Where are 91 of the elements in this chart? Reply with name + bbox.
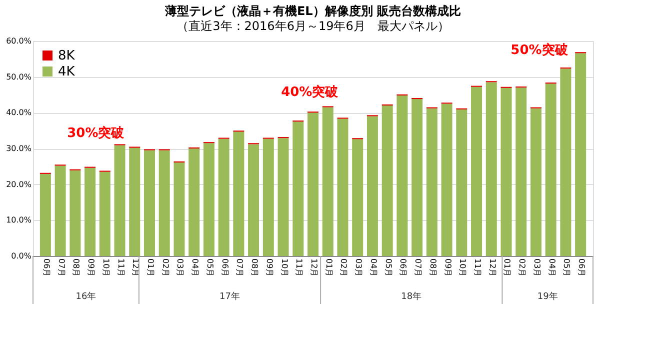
bar	[545, 84, 556, 256]
x-tick-label: 07月	[414, 258, 423, 277]
bar	[262, 138, 274, 256]
bar	[322, 107, 334, 256]
chart-subtitle: （直近3年：2016年6月～19年6月 最大パネル）	[176, 19, 450, 33]
text: 19年	[537, 291, 558, 302]
x-tick-label: 12月	[310, 258, 318, 277]
x-tick-label: 05月	[562, 258, 572, 277]
bar	[248, 144, 260, 256]
bar	[203, 143, 214, 256]
text: 18年	[401, 291, 422, 302]
bar	[158, 150, 170, 256]
bar	[84, 168, 96, 256]
bar	[40, 174, 51, 256]
y-tick-label: 40.0%	[6, 108, 32, 118]
x-tick-label: 05月	[384, 258, 393, 277]
x-tick-label: 11月	[116, 258, 126, 277]
x-tick-label: 02月	[518, 258, 527, 277]
x-tick-label: 01月	[502, 258, 512, 277]
legend-label: 8K	[58, 48, 76, 64]
bar	[144, 150, 155, 256]
bar	[382, 106, 393, 256]
x-tick-label: 09月	[86, 258, 96, 277]
x-tick-label: 07月	[235, 258, 244, 277]
bar	[292, 122, 304, 256]
x-tick-label: 10月	[280, 258, 289, 277]
x-tick-label: 05月	[205, 258, 214, 277]
x-tick-label: 04月	[547, 258, 556, 277]
x-tick-label: 02月	[339, 258, 348, 277]
x-tick-label: 03月	[176, 258, 185, 277]
x-tick-label: 06月	[220, 258, 230, 277]
bar	[441, 104, 452, 256]
bar	[396, 95, 408, 256]
bar	[456, 109, 468, 256]
bar	[412, 99, 423, 256]
legend-label: 4K	[58, 64, 76, 80]
x-tick-label: 09月	[264, 258, 274, 277]
x-tick-label: 11月	[294, 258, 304, 277]
bar	[500, 88, 512, 256]
x-tick-label: 08月	[428, 258, 438, 277]
x-tick-label: 01月	[146, 258, 155, 277]
x-tick-label: 04月	[368, 258, 378, 277]
annotation: 40%突破	[281, 84, 340, 100]
annotation: 50%突破	[510, 42, 569, 58]
bar	[218, 138, 230, 256]
y-tick-label: 30.0%	[6, 144, 32, 153]
bar	[486, 82, 497, 256]
x-tick-label: 02月	[160, 258, 170, 277]
annotation: 30%突破	[67, 125, 126, 142]
x-tick-label: 07月	[56, 258, 66, 277]
chart-title: 薄型テレビ（液晶＋有機EL）解像度別 販売台数構成比	[164, 4, 462, 18]
x-tick-label: 03月	[354, 258, 364, 277]
y-tick-label: 20.0%	[6, 180, 32, 189]
bar	[233, 132, 244, 256]
bar	[114, 145, 126, 256]
bar	[188, 148, 200, 256]
bar	[426, 108, 438, 256]
x-tick-label: 06月	[42, 258, 51, 277]
x-tick-label: 06月	[398, 258, 408, 277]
bar	[530, 108, 542, 256]
bar	[366, 116, 378, 256]
text: 17年	[220, 291, 240, 302]
bar	[308, 112, 318, 256]
x-tick-label: 09月	[443, 258, 452, 277]
x-tick-label: 01月	[324, 258, 334, 277]
bar	[575, 53, 586, 256]
y-tick-label: 0.0%	[11, 252, 32, 260]
y-tick-label: 60.0%	[6, 36, 32, 46]
bar	[129, 148, 140, 256]
x-tick-label: 11月	[473, 258, 482, 277]
y-tick-label: 50.0%	[6, 72, 32, 82]
bar	[278, 138, 289, 256]
x-tick-label: 04月	[190, 258, 200, 277]
x-tick-label: 06月	[577, 258, 586, 277]
bar	[352, 139, 364, 256]
x-tick-label: 08月	[250, 258, 260, 277]
bar	[54, 166, 66, 256]
bar	[337, 118, 348, 256]
bar	[70, 170, 81, 256]
bar	[560, 68, 572, 256]
y-tick-label: 10.0%	[6, 216, 32, 225]
x-tick-label: 03月	[532, 258, 542, 277]
bar	[99, 172, 110, 256]
x-tick-label: 10月	[458, 258, 468, 277]
bar	[516, 88, 527, 256]
x-tick-label: 12月	[488, 258, 497, 277]
x-tick-label: 08月	[72, 258, 81, 277]
bar	[471, 86, 482, 256]
text: 16年	[76, 291, 96, 302]
x-tick-label: 10月	[101, 258, 110, 277]
bar	[174, 162, 185, 256]
